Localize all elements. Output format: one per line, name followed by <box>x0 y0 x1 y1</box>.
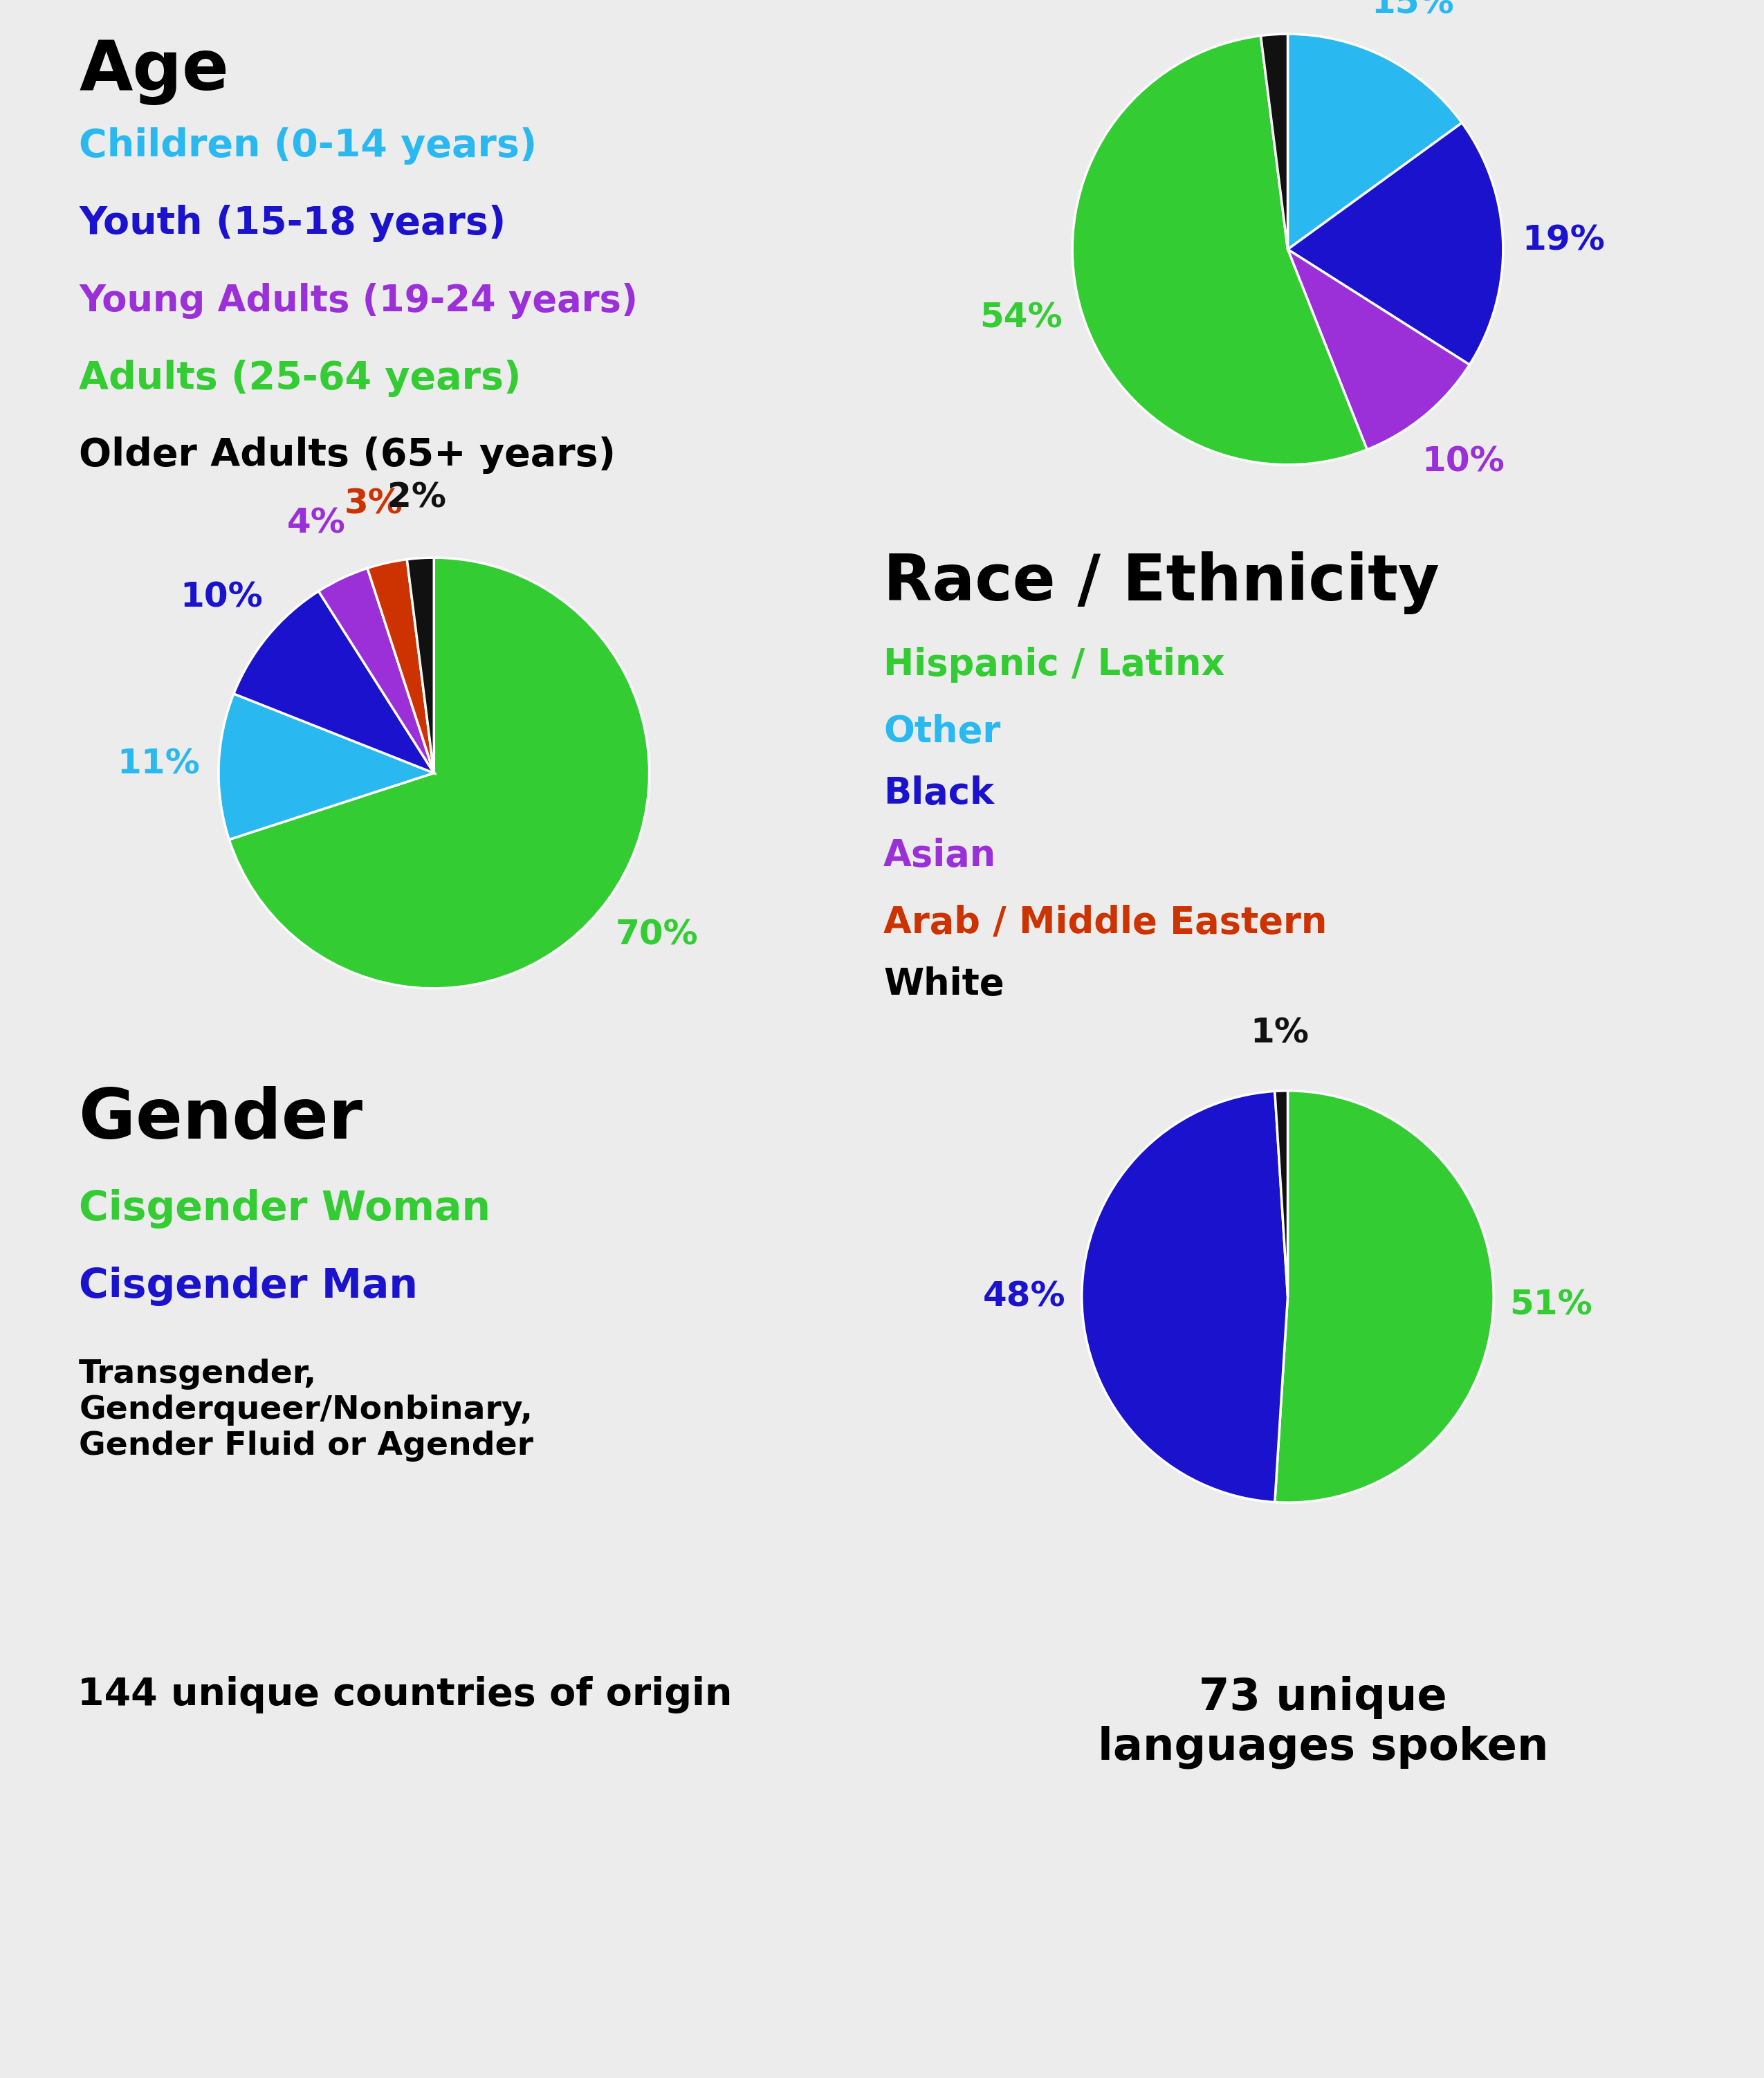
Wedge shape <box>1261 33 1288 249</box>
Text: 11%: 11% <box>116 748 199 781</box>
Text: Adults (25-64 years): Adults (25-64 years) <box>79 359 520 397</box>
Text: Youth (15-18 years): Youth (15-18 years) <box>79 206 506 243</box>
Wedge shape <box>233 590 434 773</box>
Text: 4%: 4% <box>288 507 346 540</box>
Text: 70%: 70% <box>616 918 699 952</box>
Text: 1%: 1% <box>1251 1016 1309 1049</box>
Wedge shape <box>1288 249 1469 449</box>
Text: Cisgender Man: Cisgender Man <box>79 1268 418 1307</box>
Wedge shape <box>229 557 649 989</box>
Text: 48%: 48% <box>983 1280 1065 1313</box>
Wedge shape <box>1288 123 1503 366</box>
Text: Hispanic / Latinx: Hispanic / Latinx <box>884 646 1224 684</box>
Text: 10%: 10% <box>180 580 263 613</box>
Text: Race / Ethnicity: Race / Ethnicity <box>884 551 1439 615</box>
Wedge shape <box>1081 1091 1288 1502</box>
Wedge shape <box>319 567 434 773</box>
Text: Cisgender Woman: Cisgender Woman <box>79 1189 490 1228</box>
Wedge shape <box>1275 1091 1494 1502</box>
Text: Transgender,
Genderqueer/Nonbinary,
Gender Fluid or Agender: Transgender, Genderqueer/Nonbinary, Gend… <box>79 1359 533 1461</box>
Text: Young Adults (19-24 years): Young Adults (19-24 years) <box>79 283 639 318</box>
Text: Gender: Gender <box>79 1085 363 1153</box>
Text: 15%: 15% <box>1371 0 1454 21</box>
Wedge shape <box>1275 1091 1288 1297</box>
Text: 19%: 19% <box>1522 224 1605 258</box>
Text: 51%: 51% <box>1510 1288 1593 1322</box>
Wedge shape <box>367 559 434 773</box>
Text: Arab / Middle Eastern: Arab / Middle Eastern <box>884 904 1327 941</box>
Wedge shape <box>219 694 434 840</box>
Text: 73 unique
languages spoken: 73 unique languages spoken <box>1097 1677 1549 1768</box>
Text: Age: Age <box>79 37 229 106</box>
Wedge shape <box>407 557 434 773</box>
Text: Asian: Asian <box>884 837 997 873</box>
Text: 2%: 2% <box>388 482 446 515</box>
Text: 54%: 54% <box>979 301 1062 335</box>
Text: Other: Other <box>884 715 1000 750</box>
Wedge shape <box>1288 33 1462 249</box>
Text: 10%: 10% <box>1422 445 1505 478</box>
Text: 3%: 3% <box>344 488 404 522</box>
Text: Older Adults (65+ years): Older Adults (65+ years) <box>79 436 616 474</box>
Text: 144 unique countries of origin: 144 unique countries of origin <box>78 1677 732 1714</box>
Text: Children (0-14 years): Children (0-14 years) <box>79 127 536 164</box>
Text: White: White <box>884 966 1004 1002</box>
Text: Black: Black <box>884 775 995 812</box>
Wedge shape <box>1073 35 1367 465</box>
